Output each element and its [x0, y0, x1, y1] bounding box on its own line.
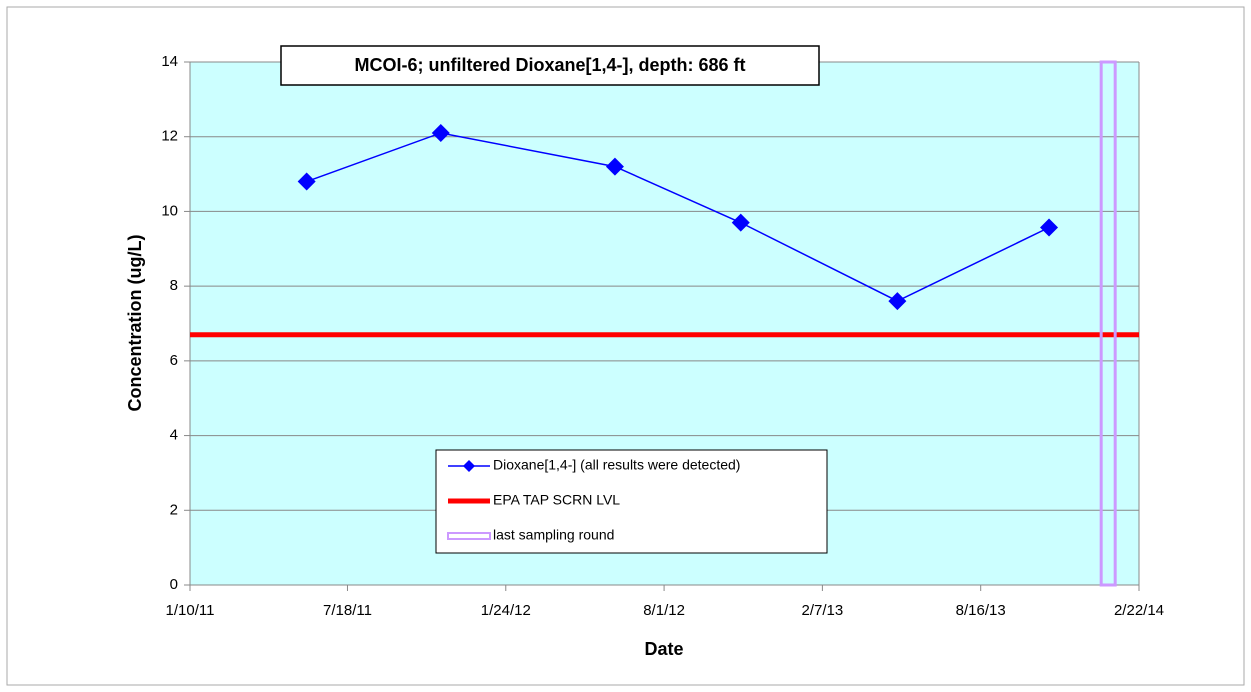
y-tick-label: 0 — [170, 576, 178, 593]
data-point — [605, 157, 624, 176]
y-tick-label: 12 — [161, 128, 178, 145]
y-axis-title: Concentration (ug/L) — [125, 235, 145, 412]
x-tick-label: 8/16/13 — [956, 602, 1006, 619]
legend-label: EPA TAP SCRN LVL — [493, 492, 620, 508]
x-tick-label: 1/24/12 — [481, 602, 531, 619]
data-point — [297, 172, 316, 191]
data-point — [888, 292, 907, 311]
chart-title: MCOI-6; unfiltered Dioxane[1,4-], depth:… — [354, 55, 745, 75]
x-tick-label: 2/7/13 — [802, 602, 844, 619]
data-point — [731, 213, 750, 232]
series-line — [306, 132, 1050, 302]
x-tick-label: 2/22/14 — [1114, 602, 1164, 619]
y-tick-label: 14 — [161, 53, 178, 70]
y-tick-label: 6 — [170, 352, 178, 369]
legend-label: last sampling round — [493, 527, 614, 543]
vertical-line — [1099, 60, 1117, 587]
legend-label: Dioxane[1,4-] (all results were detected… — [493, 457, 740, 473]
legend-box — [435, 449, 828, 554]
legend-swatch — [447, 532, 491, 540]
x-tick-label: 1/10/11 — [166, 602, 215, 619]
legend-marker — [463, 460, 475, 472]
data-point — [431, 123, 450, 142]
y-tick-label: 2 — [170, 501, 178, 518]
data-point — [1040, 218, 1059, 237]
title-box — [280, 45, 820, 86]
x-tick-label: 8/1/12 — [643, 602, 685, 619]
y-tick-label: 10 — [161, 202, 178, 219]
y-tick-label: 8 — [170, 277, 178, 294]
x-axis-title: Date — [644, 639, 683, 659]
x-tick-label: 7/18/11 — [323, 602, 372, 619]
y-tick-label: 4 — [170, 427, 178, 444]
